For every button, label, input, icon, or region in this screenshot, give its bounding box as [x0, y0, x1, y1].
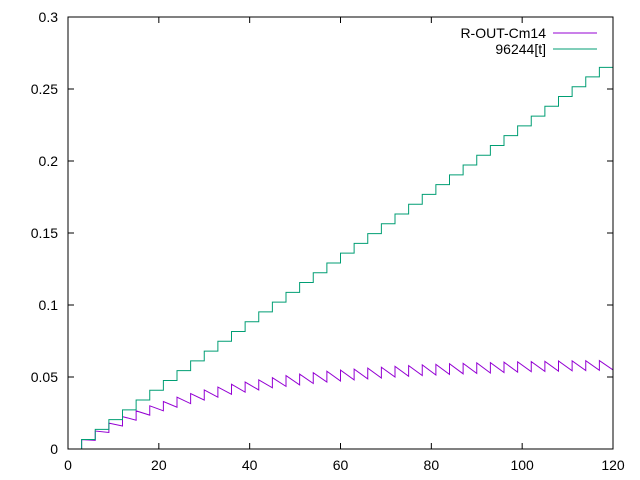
y-tick-label: 0.2: [39, 153, 59, 169]
y-tick-label: 0.25: [31, 81, 58, 97]
legend-label: 96244[t]: [495, 41, 546, 57]
y-tick-label: 0.15: [31, 225, 58, 241]
x-tick-label: 100: [510, 457, 534, 473]
legend-label: R-OUT-Cm14: [460, 25, 546, 41]
x-tick-label: 20: [151, 457, 167, 473]
series-layer: [68, 66, 614, 450]
x-tick-label: 120: [601, 457, 625, 473]
series-line-2: [68, 66, 613, 450]
x-tick-label: 0: [64, 457, 72, 473]
y-tick-label: 0: [50, 441, 58, 457]
plot-border: [67, 16, 614, 450]
plot-background: [68, 17, 613, 449]
x-tick-label: 60: [333, 457, 349, 473]
x-tick-label: 80: [424, 457, 440, 473]
y-tick-label: 0.3: [39, 9, 59, 25]
y-tick-label: 0.1: [39, 297, 59, 313]
y-tick-label: 0.05: [31, 369, 58, 385]
series-line-1: [68, 359, 614, 450]
x-tick-label: 40: [242, 457, 258, 473]
